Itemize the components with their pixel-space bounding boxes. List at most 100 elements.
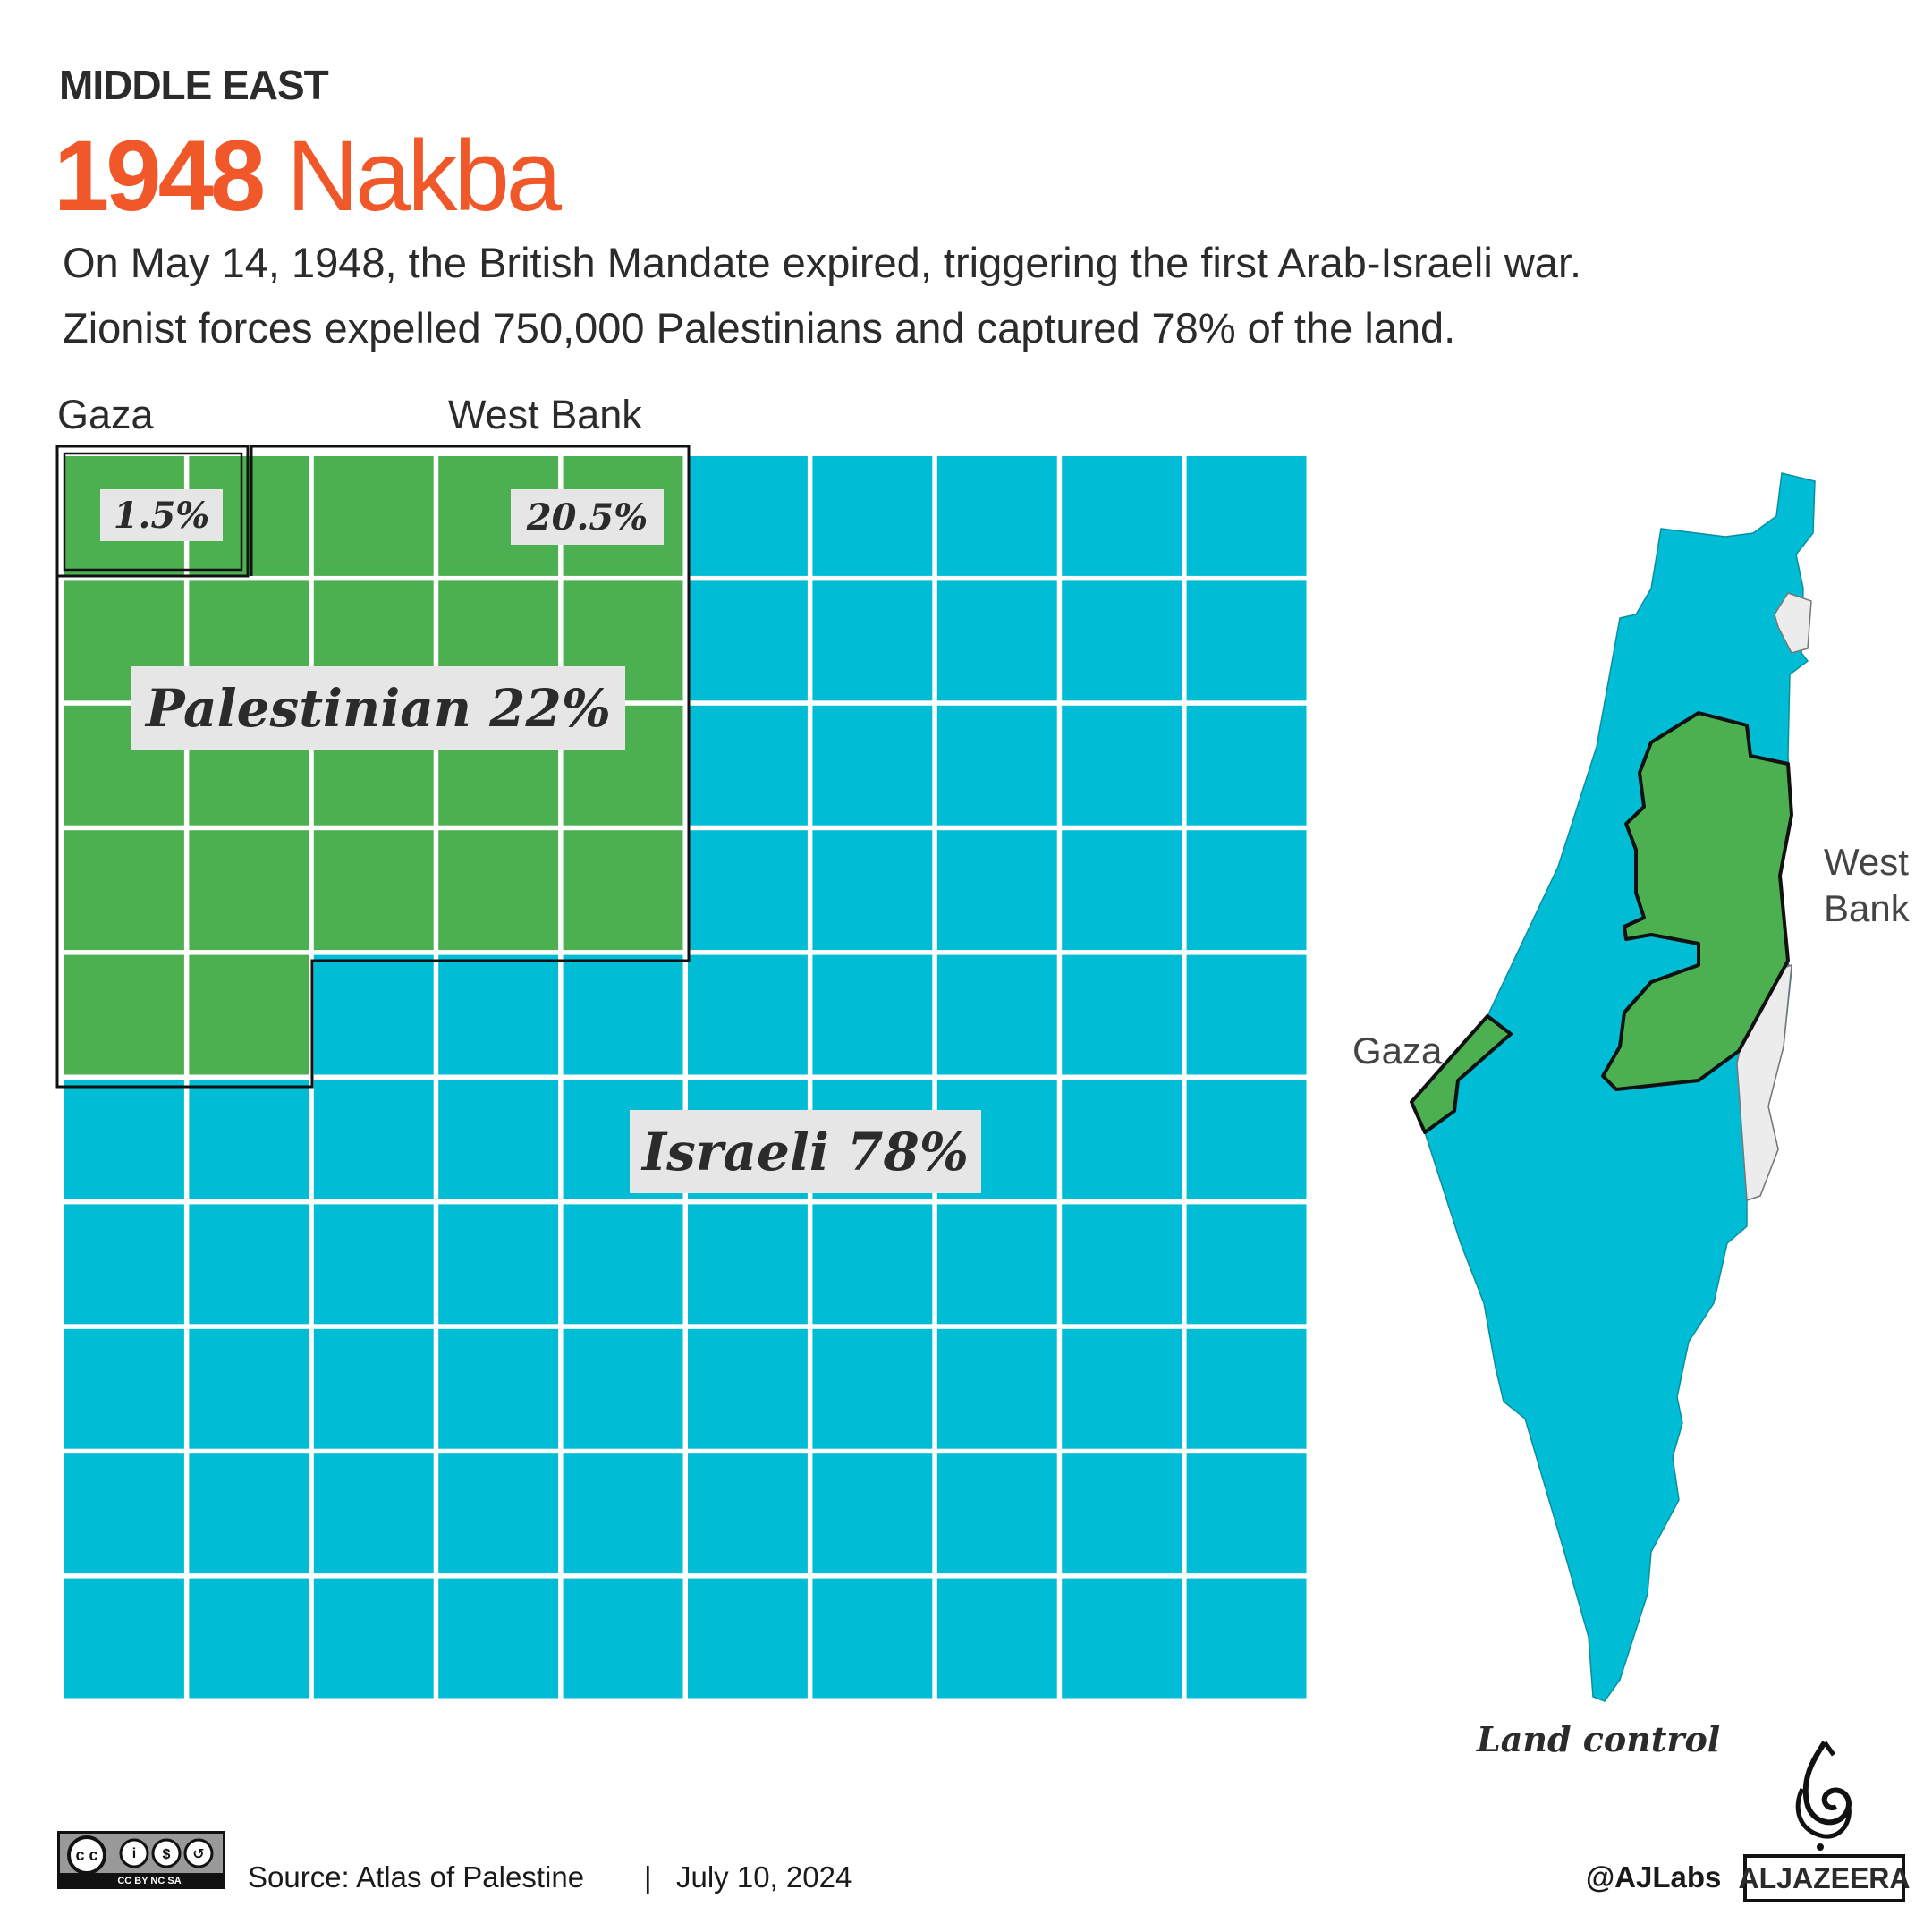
waffle-cell-palestinian (313, 456, 434, 576)
waffle-cell-israeli (438, 1204, 559, 1325)
waffle-cell-israeli (64, 1080, 184, 1199)
waffle-cell-israeli (1186, 954, 1307, 1075)
waffle-cell-israeli (812, 1328, 933, 1449)
waffle-cell-israeli (64, 1453, 184, 1574)
waffle-cell-israeli (1186, 705, 1307, 826)
waffle-cell-israeli (812, 1453, 933, 1574)
waffle-cell-israeli (313, 1328, 434, 1449)
aljazeera-logo-icon (1795, 1741, 1852, 1851)
westbank-percent-label: 20.5% (511, 489, 664, 545)
waffle-cell-palestinian (64, 830, 184, 951)
west-bank-territory (1601, 711, 1793, 1091)
aljazeera-wordmark: ALJAZEERA (1739, 1854, 1911, 1902)
waffle-cell-israeli (64, 1578, 184, 1699)
waffle-cell-israeli (1062, 830, 1182, 951)
waffle-cell-israeli (189, 1578, 309, 1699)
waffle-cell-israeli (1062, 456, 1182, 576)
waffle-cell-israeli (563, 1204, 683, 1325)
waffle-cell-israeli (189, 1453, 309, 1574)
waffle-cell-israeli (688, 705, 808, 826)
waffle-cell-israeli (1186, 1578, 1307, 1699)
waffle-cell-israeli (812, 1204, 933, 1325)
svg-text:$: $ (163, 1847, 171, 1862)
waffle-cell-israeli (812, 830, 933, 951)
publish-date: July 10, 2024 (676, 1860, 852, 1894)
waffle-cell-israeli (936, 1328, 1057, 1449)
page-title: 1948 Nakba (54, 118, 562, 233)
waffle-cell-israeli (1186, 1204, 1307, 1325)
waffle-cell-israeli (1062, 580, 1182, 701)
waffle-cell-israeli (1062, 954, 1182, 1075)
waffle-cell-israeli (1062, 705, 1182, 826)
gaza-outline (55, 445, 250, 578)
cc-license-badge: c c i $ ↺ CC BY NC SA (57, 1831, 225, 1889)
waffle-cell-israeli (688, 1578, 808, 1699)
westbank-outline (55, 445, 691, 1089)
waffle-cell-israeli (812, 705, 933, 826)
svg-text:i: i (132, 1846, 136, 1861)
waffle-cell-israeli (438, 954, 559, 1075)
palestinian-percent-label: Palestinian 22% (131, 666, 625, 750)
waffle-cell-israeli (1186, 1453, 1307, 1574)
waffle-cell-israeli (563, 1328, 683, 1449)
waffle-cell-palestinian (189, 954, 309, 1075)
map-label-bank: Bank (1824, 887, 1910, 929)
waffle-cell-israeli (688, 1204, 808, 1325)
waffle-cell-israeli (313, 1204, 434, 1325)
waffle-cell-israeli (1186, 1080, 1307, 1199)
map-label-gaza: Gaza (1352, 1030, 1443, 1072)
waffle-cell-israeli (812, 456, 933, 576)
footer-separator: | (644, 1860, 652, 1894)
waffle-cell-israeli (1062, 1578, 1182, 1699)
source-text: Source: Atlas of Palestine (248, 1860, 585, 1894)
waffle-cell-israeli (688, 1453, 808, 1574)
gaza-territory (1410, 1014, 1513, 1134)
waffle-cell-israeli (563, 954, 683, 1075)
cc-icons: c c i $ ↺ CC BY NC SA (60, 1835, 223, 1886)
svg-text:↺: ↺ (192, 1847, 204, 1862)
sea-of-galilee (1774, 592, 1812, 654)
waffle-cell-palestinian (64, 954, 184, 1075)
waffle-cell-israeli (1062, 1080, 1182, 1199)
gaza-percent-label: 1.5% (100, 489, 223, 541)
title-year: 1948 (54, 120, 266, 232)
waffle-cell-israeli (936, 705, 1057, 826)
waffle-cell-palestinian (313, 830, 434, 951)
subtitle-line-1: On May 14, 1948, the British Mandate exp… (63, 239, 1582, 286)
gaza-top-label: Gaza (57, 392, 154, 437)
waffle-cell-israeli (438, 1453, 559, 1574)
waffle-cell-israeli (563, 1453, 683, 1574)
waffle-cell-israeli (688, 954, 808, 1075)
waffle-cell-israeli (936, 456, 1057, 576)
waffle-cell-palestinian (189, 830, 309, 951)
waffle-cell-israeli (936, 1204, 1057, 1325)
map-label-west-bank: West Bank (1824, 839, 1910, 932)
waffle-cell-israeli (688, 1328, 808, 1449)
waffle-cell-israeli (438, 1328, 559, 1449)
waffle-cell-israeli (1186, 456, 1307, 576)
waffle-cell-israeli (936, 580, 1057, 701)
waffle-cell-israeli (189, 1080, 309, 1199)
waffle-cell-israeli (812, 954, 933, 1075)
waffle-cell-israeli (313, 1578, 434, 1699)
waffle-cell-israeli (688, 456, 808, 576)
westbank-top-label: West Bank (448, 392, 642, 437)
waffle-cell-israeli (1186, 830, 1307, 951)
waffle-cell-israeli (313, 954, 434, 1075)
waffle-cell-israeli (936, 1453, 1057, 1574)
waffle-cell-israeli (563, 1578, 683, 1699)
israeli-percent-label: Israeli 78% (630, 1110, 981, 1193)
waffle-cell-israeli (189, 1328, 309, 1449)
waffle-cell-israeli (688, 830, 808, 951)
waffle-cell-israeli (1062, 1453, 1182, 1574)
waffle-cell-palestinian (438, 830, 559, 951)
waffle-cell-israeli (936, 830, 1057, 951)
map-label-west: West (1824, 841, 1909, 883)
waffle-cell-israeli (189, 1204, 309, 1325)
waffle-cell-israeli (1186, 580, 1307, 701)
waffle-cell-israeli (936, 954, 1057, 1075)
ajlabs-handle: @AJLabs (1586, 1860, 1722, 1894)
waffle-cell-israeli (1062, 1328, 1182, 1449)
